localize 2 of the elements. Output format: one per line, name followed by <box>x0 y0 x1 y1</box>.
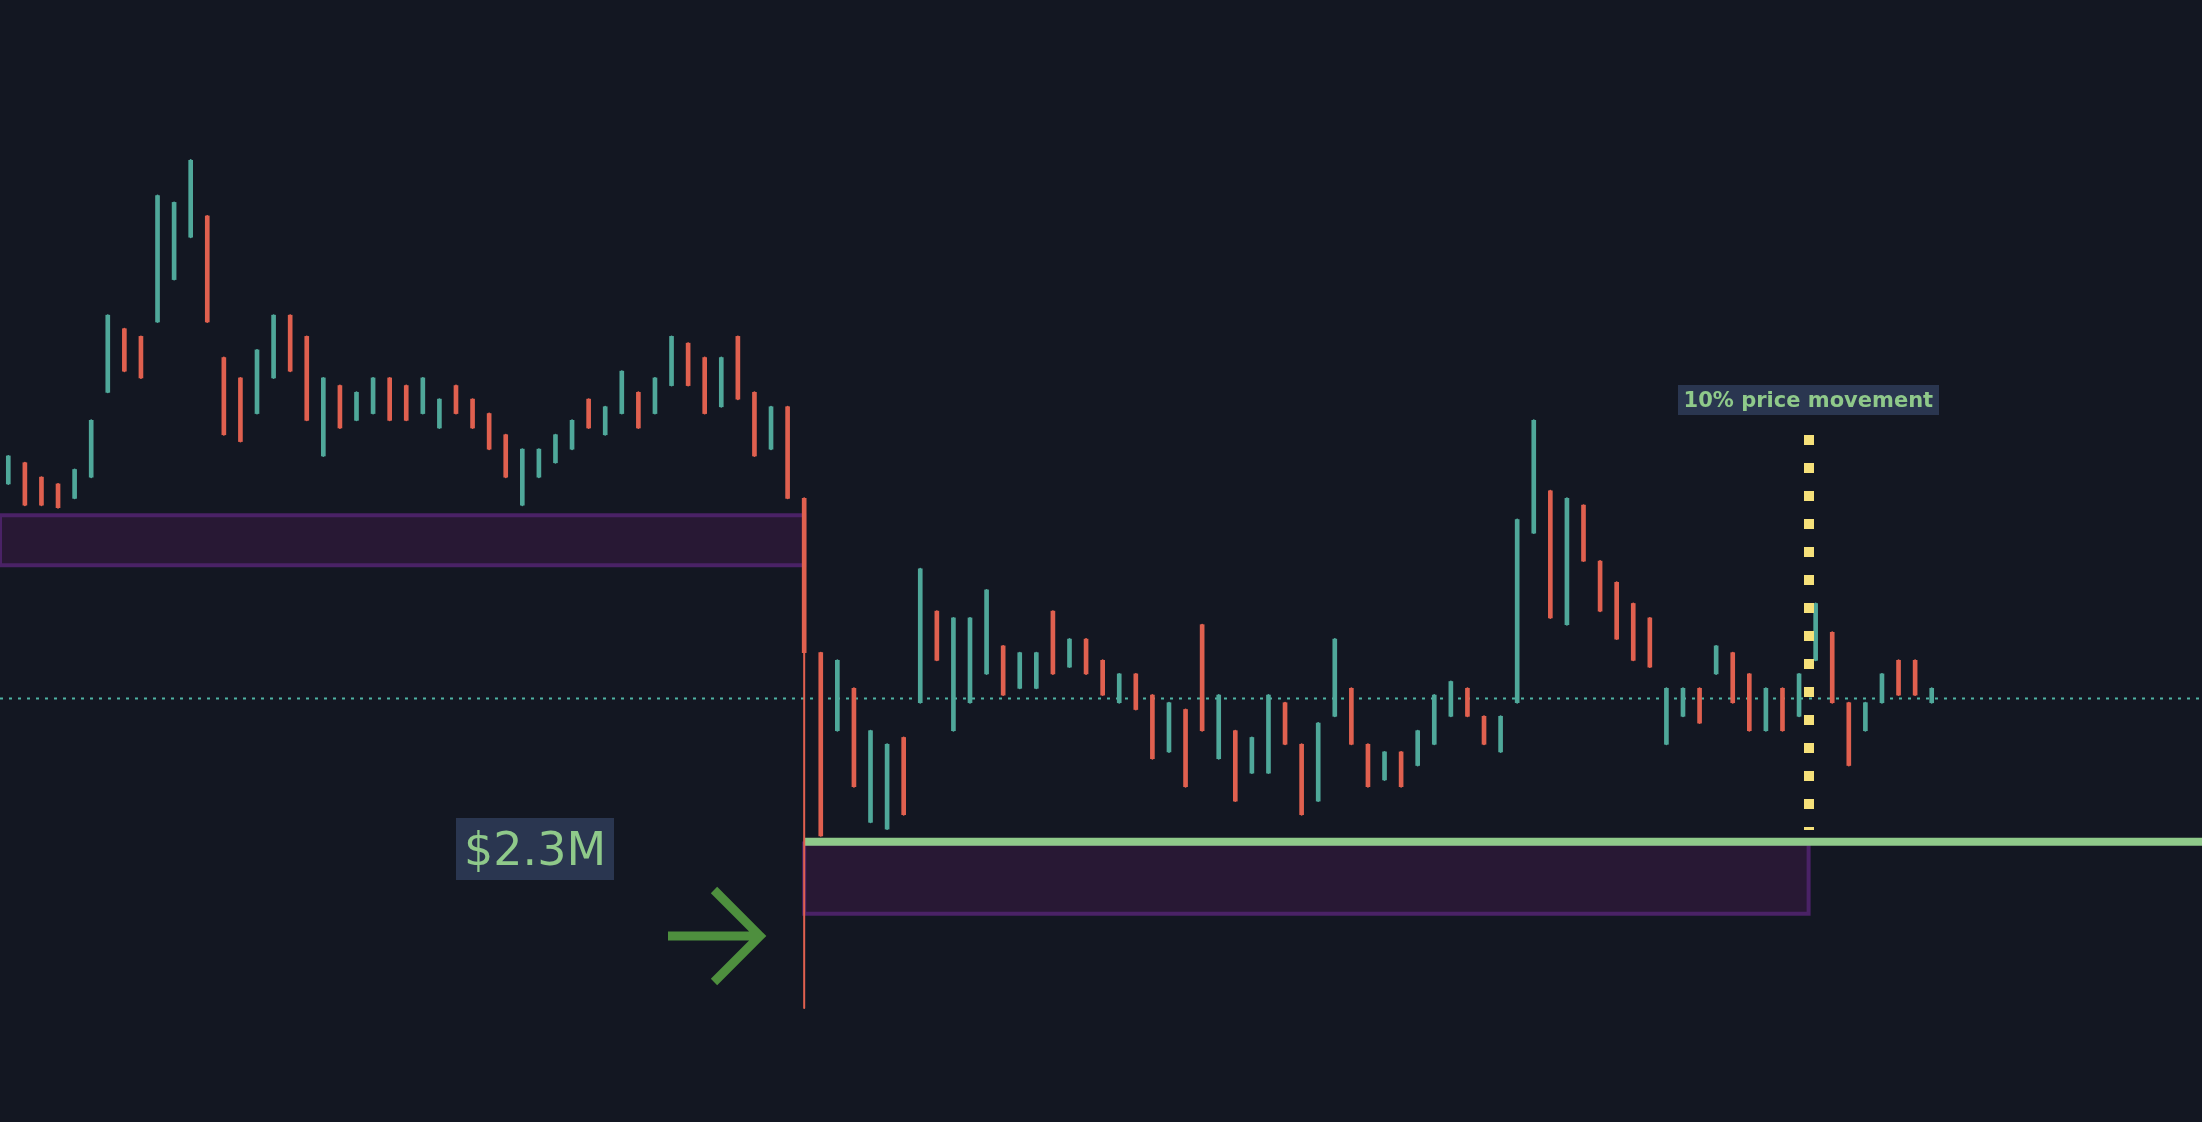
annotation: $2.3M <box>456 818 615 880</box>
annotation: 10% price movement <box>1677 385 1940 415</box>
